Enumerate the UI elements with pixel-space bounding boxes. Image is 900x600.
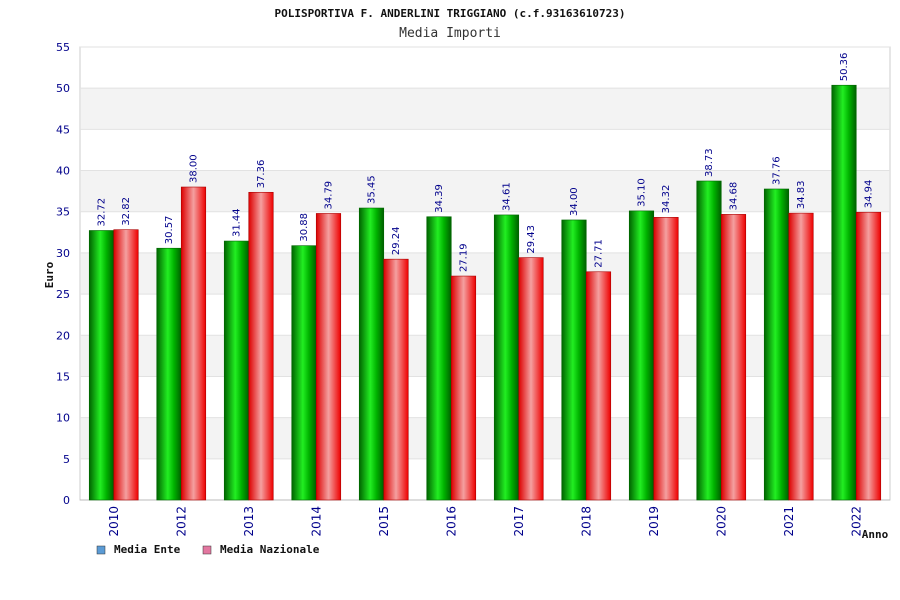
x-tick-label-2019: 2019 (647, 506, 661, 537)
value-label-media-nazionale-2016: 27.19 (459, 243, 470, 272)
y-tick-label: 45 (56, 123, 70, 136)
value-label-media-nazionale-2015: 29.24 (391, 227, 402, 256)
legend-swatch-media-ente (96, 545, 106, 555)
plot-area (79, 46, 891, 501)
bar-media-nazionale-2013 (248, 191, 274, 501)
bar-media-ente-2019 (628, 210, 655, 501)
value-label-media-ente-2012: 30.57 (164, 216, 175, 245)
value-label-media-nazionale-2018: 27.71 (594, 239, 605, 268)
legend: Media Ente Media Nazionale (96, 543, 320, 556)
value-label-media-nazionale-2013: 37.36 (256, 160, 267, 189)
grid-band (81, 252, 889, 295)
bar-media-ente-2017 (493, 214, 520, 501)
value-label-media-nazionale-2017: 29.43 (526, 225, 537, 254)
bar-media-ente-2018 (561, 219, 587, 501)
bar-media-nazionale-2016 (450, 275, 477, 501)
y-tick-label: 50 (56, 82, 70, 95)
value-label-media-ente-2020: 38.73 (704, 148, 715, 177)
grid-lines (80, 46, 890, 501)
value-labels: 32.72 32.82 30.57 38.00 31.44 37.36 30.88 34.79… (97, 53, 875, 272)
y-axis-label: Euro (43, 261, 56, 288)
x-axis-ticks: 2010 2012 2013 2014 2015 2016 2017 2018 2019 2020… (107, 506, 864, 537)
x-tick-label-2016: 2016 (444, 506, 458, 537)
y-tick-label: 35 (56, 206, 70, 219)
x-tick-label-2015: 2015 (377, 506, 391, 537)
value-label-media-nazionale-2019: 34.32 (661, 185, 672, 214)
bar-media-nazionale-2017 (518, 257, 544, 501)
x-tick-label-2012: 2012 (174, 506, 188, 537)
y-tick-label: 40 (56, 165, 70, 178)
y-tick-label: 15 (56, 370, 70, 383)
value-label-media-nazionale-2020: 34.68 (729, 182, 740, 211)
grid-band (81, 335, 889, 377)
y-tick-label: 30 (56, 247, 70, 260)
bar-media-nazionale-2014 (315, 213, 342, 501)
value-label-media-nazionale-2014: 34.79 (324, 181, 335, 210)
x-tick-label-2022: 2022 (849, 506, 863, 537)
legend-label-media-ente: Media Ente (114, 543, 181, 556)
bar-media-nazionale-2020 (720, 214, 747, 501)
x-tick-label-2017: 2017 (512, 506, 526, 537)
chart-subtitle: Media Importi (399, 26, 501, 41)
value-label-media-ente-2018: 34.00 (569, 187, 580, 216)
value-label-media-ente-2013: 31.44 (232, 208, 243, 237)
y-tick-label: 5 (63, 453, 70, 466)
bar-media-ente-2014 (291, 245, 317, 501)
value-label-media-nazionale-2010: 32.82 (121, 197, 132, 226)
value-label-media-ente-2022: 50.36 (839, 53, 850, 82)
legend-label-media-nazionale: Media Nazionale (220, 543, 320, 556)
bar-media-nazionale-2021 (788, 212, 814, 501)
bar-media-nazionale-2019 (653, 217, 679, 501)
y-tick-label: 10 (56, 412, 70, 425)
y-axis-ticks: 0 5 10 15 20 25 30 35 40 45 50 55 (56, 41, 70, 507)
value-label-media-ente-2014: 30.88 (299, 213, 310, 242)
bar-media-ente-2013 (223, 240, 250, 501)
x-tick-label-2020: 2020 (714, 506, 728, 537)
x-axis-label: Anno (862, 528, 889, 541)
value-label-media-ente-2015: 35.45 (367, 175, 378, 204)
value-label-media-nazionale-2021: 34.83 (796, 180, 807, 209)
value-label-media-ente-2019: 35.10 (637, 178, 648, 207)
grid-band (81, 417, 889, 459)
value-label-media-ente-2010: 32.72 (97, 198, 108, 227)
bar-media-nazionale-2010 (113, 229, 139, 501)
bar-media-ente-2022 (831, 84, 857, 501)
x-tick-label-2021: 2021 (782, 506, 796, 537)
bar-media-nazionale-2022 (855, 211, 882, 501)
x-tick-label-2013: 2013 (242, 506, 256, 537)
bar-media-ente-2010 (88, 230, 115, 501)
bar-media-ente-2021 (763, 188, 790, 501)
bar-media-nazionale-2015 (383, 258, 409, 501)
bar-media-ente-2020 (696, 180, 722, 501)
bar-media-ente-2015 (358, 207, 385, 501)
bar-media-nazionale-2018 (585, 271, 612, 501)
value-label-media-nazionale-2012: 38.00 (189, 154, 200, 183)
x-tick-label-2014: 2014 (309, 506, 323, 537)
value-label-media-ente-2021: 37.76 (772, 156, 783, 185)
y-tick-label: 0 (63, 494, 70, 507)
x-tick-label-2010: 2010 (107, 506, 121, 537)
grid-band (81, 170, 889, 212)
legend-swatch-media-nazionale (202, 545, 212, 555)
bar-media-ente-2016 (426, 216, 452, 501)
bar-media-nazionale-2012 (180, 186, 207, 501)
value-label-media-ente-2017: 34.61 (502, 182, 513, 211)
bars (88, 84, 882, 501)
x-tick-label-2018: 2018 (579, 506, 593, 537)
y-tick-label: 20 (56, 329, 70, 342)
value-label-media-nazionale-2022: 34.94 (864, 180, 875, 209)
bar-media-ente-2012 (156, 247, 182, 501)
chart-title: POLISPORTIVA F. ANDERLINI TRIGGIANO (c.f… (275, 7, 626, 20)
value-label-media-ente-2016: 34.39 (434, 184, 445, 213)
y-tick-label: 55 (56, 41, 70, 54)
y-tick-label: 25 (56, 288, 70, 301)
grid-band (81, 88, 889, 130)
